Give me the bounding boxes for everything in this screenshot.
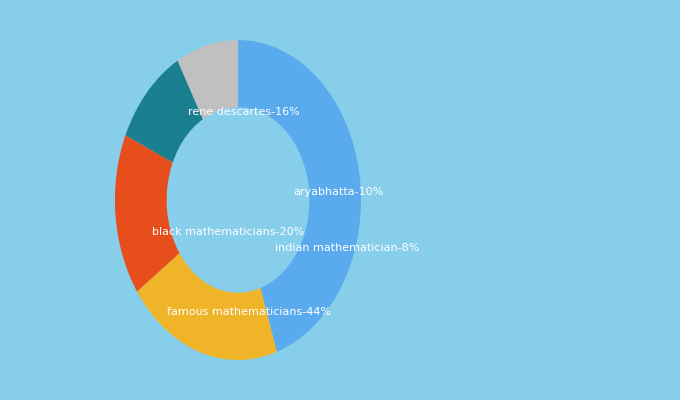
- Text: famous mathematicians-44%: famous mathematicians-44%: [167, 307, 331, 317]
- Wedge shape: [125, 60, 203, 162]
- Wedge shape: [137, 253, 277, 360]
- Text: indian mathematician-8%: indian mathematician-8%: [275, 243, 420, 253]
- Text: black mathematicians-20%: black mathematicians-20%: [152, 227, 304, 237]
- Text: aryabhatta-10%: aryabhatta-10%: [293, 187, 384, 197]
- Text: rene descartes-16%: rene descartes-16%: [188, 107, 300, 117]
- Wedge shape: [115, 135, 180, 292]
- Wedge shape: [177, 40, 238, 119]
- Wedge shape: [238, 40, 361, 352]
